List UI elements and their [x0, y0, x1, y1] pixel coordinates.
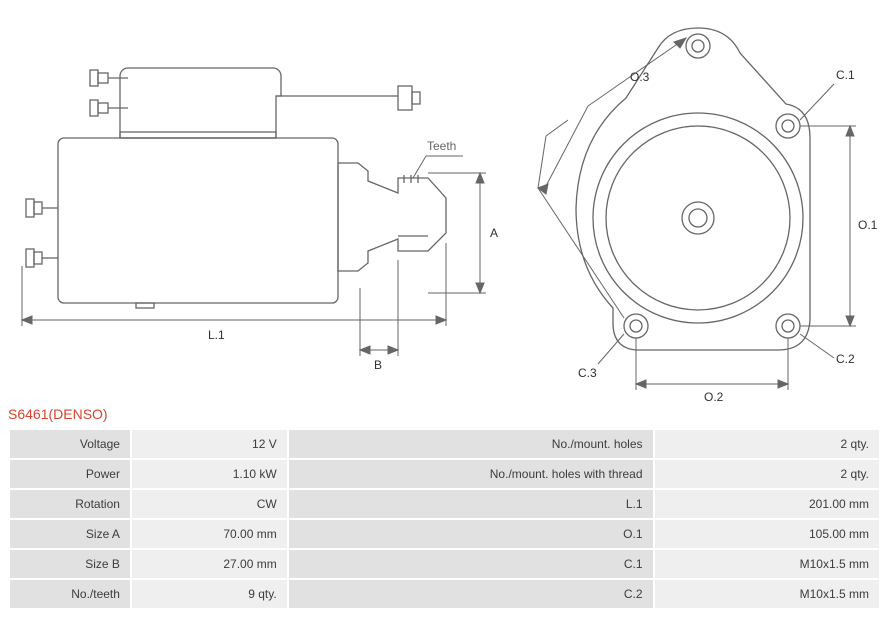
spec-value: 27.00 mm — [131, 549, 288, 579]
spec-value: 2 qty. — [654, 429, 880, 459]
spec-value: 105.00 mm — [654, 519, 880, 549]
spec-value: 2 qty. — [654, 459, 880, 489]
spec-row: Voltage12 VNo./mount. holes2 qty. — [9, 429, 880, 459]
spec-label: No./mount. holes with thread — [288, 459, 654, 489]
hole-c3-label: C.3 — [578, 366, 597, 380]
spec-row: Size B27.00 mmC.1M10x1.5 mm — [9, 549, 880, 579]
hole-c2-label: C.2 — [836, 352, 855, 366]
spec-row: Power1.10 kWNo./mount. holes with thread… — [9, 459, 880, 489]
side-view-svg — [8, 8, 508, 398]
front-view-svg — [518, 8, 878, 398]
front-view-diagram: O.3 O.1 O.2 C.1 C.2 C.3 — [518, 8, 878, 398]
dim-l1-label: L.1 — [208, 328, 225, 342]
spec-value: 1.10 kW — [131, 459, 288, 489]
dim-o1-label: O.1 — [858, 218, 877, 232]
diagrams-row: Teeth A L.1 B — [8, 8, 881, 398]
spec-row: RotationCWL.1201.00 mm — [9, 489, 880, 519]
spec-label: Rotation — [9, 489, 131, 519]
spec-value: 70.00 mm — [131, 519, 288, 549]
spec-label: Size A — [9, 519, 131, 549]
spec-tbody: Voltage12 VNo./mount. holes2 qty.Power1.… — [9, 429, 880, 609]
spec-value: M10x1.5 mm — [654, 549, 880, 579]
spec-label: Size B — [9, 549, 131, 579]
spec-label: O.1 — [288, 519, 654, 549]
product-title: S6461(DENSO) — [8, 406, 881, 422]
dim-o2-label: O.2 — [704, 390, 723, 404]
spec-value: M10x1.5 mm — [654, 579, 880, 609]
spec-value: CW — [131, 489, 288, 519]
spec-value: 201.00 mm — [654, 489, 880, 519]
spec-value: 9 qty. — [131, 579, 288, 609]
spec-label: Voltage — [9, 429, 131, 459]
side-view-diagram: Teeth A L.1 B — [8, 8, 508, 398]
hole-c1-label: C.1 — [836, 68, 855, 82]
teeth-callout: Teeth — [427, 139, 456, 153]
dim-o3-label: O.3 — [630, 70, 649, 84]
spec-label: No./mount. holes — [288, 429, 654, 459]
spec-table: Voltage12 VNo./mount. holes2 qty.Power1.… — [8, 428, 881, 610]
spec-label: Power — [9, 459, 131, 489]
spec-label: C.2 — [288, 579, 654, 609]
spec-label: L.1 — [288, 489, 654, 519]
spec-value: 12 V — [131, 429, 288, 459]
spec-label: C.1 — [288, 549, 654, 579]
dim-b-label: B — [374, 358, 382, 372]
spec-row: Size A70.00 mmO.1105.00 mm — [9, 519, 880, 549]
dim-a-label: A — [490, 226, 498, 240]
spec-label: No./teeth — [9, 579, 131, 609]
spec-row: No./teeth9 qty.C.2M10x1.5 mm — [9, 579, 880, 609]
